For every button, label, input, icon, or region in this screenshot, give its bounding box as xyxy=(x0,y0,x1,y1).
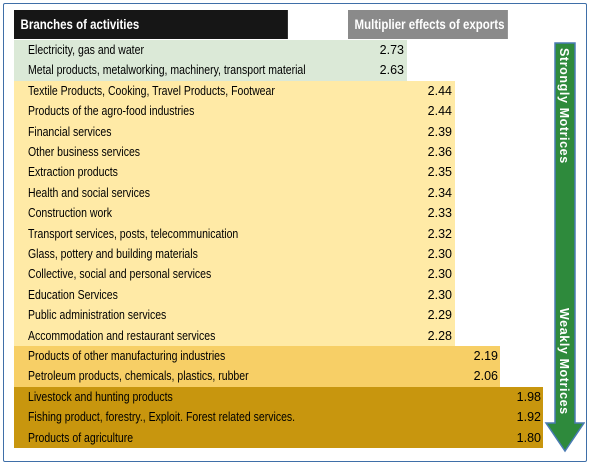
motricity-arrow xyxy=(544,42,585,453)
multiplier-value: 2.33 xyxy=(427,206,452,221)
weakly-motrices-label: Weakly Motrices xyxy=(557,308,571,415)
multiplier-value: 2.44 xyxy=(427,83,452,98)
motricity-arrow-shape xyxy=(544,42,585,453)
table-row: Petroleum products, chemicals, plastics,… xyxy=(14,366,500,387)
multiplier-value: 2.44 xyxy=(427,104,452,119)
multiplier-value: 2.35 xyxy=(427,165,452,180)
branch-label: Health and social services xyxy=(28,185,150,200)
multiplier-value: 2.63 xyxy=(379,63,404,78)
branch-label: Education Services xyxy=(28,287,118,302)
branch-label: Livestock and hunting products xyxy=(28,389,173,404)
table-row: Products of the agro-food industries 2.44 xyxy=(14,101,455,122)
branch-label: Textile Products, Cooking, Travel Produc… xyxy=(28,83,275,98)
table-row: Accommodation and restaurant services 2.2… xyxy=(14,325,455,346)
table-row: Transport services, posts, telecommunica… xyxy=(14,223,455,244)
table-row: Financial services 2.39 xyxy=(14,121,455,142)
multiplier-value: 2.29 xyxy=(427,308,452,323)
branch-label: Products of other manufacturing industri… xyxy=(28,349,226,363)
branch-label: Financial services xyxy=(28,124,112,139)
branch-label: Other business services xyxy=(28,145,141,159)
multiplier-value: 1.92 xyxy=(516,410,541,425)
table-row: Electricity, gas and water 2.73 xyxy=(14,40,407,61)
table-row: Extraction products 2.35 xyxy=(14,162,455,183)
table-row: Health and social services 2.34 xyxy=(14,182,455,204)
branch-label: Construction work xyxy=(28,206,113,221)
table-row: Other business services 2.36 xyxy=(14,142,455,163)
table-row: Construction work 2.33 xyxy=(14,203,455,224)
table-header: Branches of activities Multiplier effect… xyxy=(14,10,543,39)
multiplier-value: 2.73 xyxy=(379,43,404,57)
table-row: Collective, social and personal services… xyxy=(14,264,455,285)
multiplier-value: 2.19 xyxy=(473,349,498,363)
branch-label: Metal products, metalworking, machinery,… xyxy=(28,63,306,78)
multiplier-value: 2.36 xyxy=(427,145,452,159)
multiplier-value: 2.39 xyxy=(427,124,452,139)
branch-label: Collective, social and personal services xyxy=(28,267,212,282)
table-row: Products of other manufacturing industri… xyxy=(14,346,500,367)
branch-label: Fishing product, forestry., Exploit. For… xyxy=(28,410,296,425)
multiplier-value: 1.80 xyxy=(516,430,541,445)
multiplier-value: 2.30 xyxy=(427,247,452,261)
header-branches-of-activities: Branches of activities xyxy=(14,10,288,39)
table-row: Public administration services 2.29 xyxy=(14,305,455,326)
multiplier-value: 2.30 xyxy=(427,287,452,302)
branch-label: Accommodation and restaurant services xyxy=(28,328,216,343)
branch-label: Transport services, posts, telecommunica… xyxy=(28,226,239,241)
multiplier-value: 2.30 xyxy=(427,267,452,282)
table-row: Products of agriculture 1.80 xyxy=(14,427,543,448)
branch-label: Electricity, gas and water xyxy=(28,43,144,57)
table-row: Fishing product, forestry., Exploit. For… xyxy=(14,407,543,428)
branch-label: Extraction products xyxy=(28,165,118,180)
multiplier-value: 2.32 xyxy=(427,226,452,241)
table-row: Textile Products, Cooking, Travel Produc… xyxy=(14,80,455,102)
multiplier-value: 2.06 xyxy=(473,369,498,384)
table-row: Livestock and hunting products 1.98 xyxy=(14,386,543,408)
branch-label: Products of agriculture xyxy=(28,430,134,445)
branch-label: Products of the agro-food industries xyxy=(28,104,195,119)
branch-label: Public administration services xyxy=(28,308,167,323)
table-row: Glass, pottery and building materials 2.3… xyxy=(14,244,455,265)
strongly-motrices-label: Strongly Motrices xyxy=(557,48,571,164)
multiplier-value: 2.28 xyxy=(427,328,452,343)
table-row: Metal products, metalworking, machinery,… xyxy=(14,60,407,81)
branch-label: Glass, pottery and building materials xyxy=(28,247,198,261)
table-row: Education Services 2.30 xyxy=(14,284,455,306)
figure-frame xyxy=(3,3,587,462)
branch-label: Petroleum products, chemicals, plastics,… xyxy=(28,369,249,384)
header-multiplier-effects-of-exports: Multiplier effects of exports xyxy=(348,10,508,39)
multiplier-value: 2.34 xyxy=(427,185,452,200)
multiplier-value: 1.98 xyxy=(516,389,541,404)
